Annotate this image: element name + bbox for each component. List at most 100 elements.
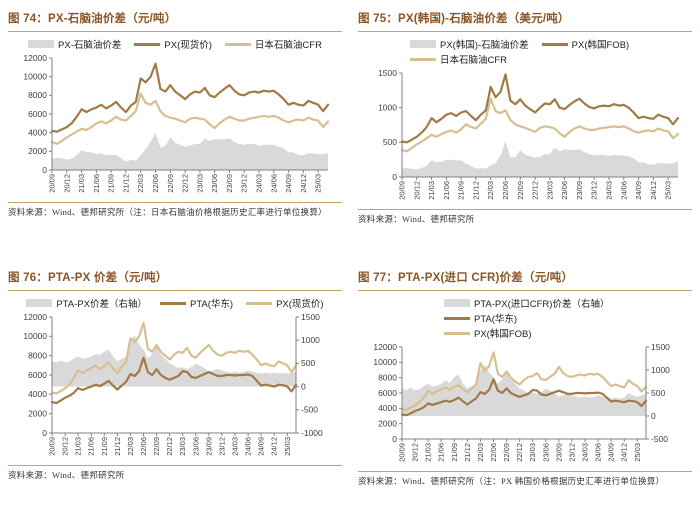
x-axis-tick-label: 21/09 [107,174,116,193]
left-axis-tick-label: 6000 [28,109,47,119]
left-axis-tick-label: 6000 [28,370,47,380]
chart-plot: 0 2000 4000 6000 8000 10000 12000 20/09 20/12 21/… [8,52,342,200]
line-swatch-icon [224,42,251,46]
left-axis-tick-label: 8000 [378,373,397,383]
x-axis-tick-label: 22/03 [486,181,495,200]
legend-label: PTA-PX(进口CFR)价差（右轴） [474,299,610,311]
x-axis-tick-label: 24/12 [620,443,629,462]
source-note: 资料来源：Wind、德邦研究所 [8,470,125,481]
x-axis-tick-label: 25/03 [633,443,642,462]
right-axis-tick-label: -500 [651,434,668,444]
legend-label: PX(韩国FOB) [571,40,630,51]
x-axis-tick-label: 24/09 [607,443,616,462]
title-rule [358,290,692,292]
left-axis-tick-label: 0 [392,434,397,444]
x-axis-tick-label: 22/03 [476,443,485,462]
x-axis-tick-label: 20/12 [61,437,70,456]
x-axis-tick-label: 21/03 [424,443,433,462]
x-axis-tick-label: 23/09 [225,174,234,193]
source-note: 资料来源：Wind、德邦研究所（注：PX 韩国价格根据历史汇率进行单位换算） [358,476,665,487]
area-swatch-icon [26,299,53,308]
legend-item: PX-石脑油价差 [28,37,121,51]
right-axis-tick-label: 0 [301,382,306,392]
x-axis-tick-label: 24/06 [619,181,628,200]
left-axis-tick-label: 8000 [28,90,47,100]
x-axis-tick-label: 20/12 [62,174,71,193]
source-note: 资料来源：Wind、德邦研究所 [358,214,475,224]
x-axis-tick-label: 24/09 [284,174,293,193]
x-axis-tick-label: 24/09 [634,181,643,200]
x-axis-tick-label: 22/06 [489,443,498,462]
legend-row: 日本石脑油CFR [410,52,692,66]
legend-item: PX(韩国FOB) [541,37,630,51]
x-axis-tick-label: 23/06 [541,443,550,462]
left-axis-tick-label: 4000 [28,389,47,399]
line-light-series [50,322,298,395]
legend-label: PTA(华东) [474,314,518,326]
chart-canvas: 0 2000 4000 6000 8000 10000 12000 -1000 -500 0 500… [23,312,323,456]
area-series [52,132,328,170]
x-axis-tick-label: 24/12 [649,181,658,200]
legend-label: PX(现货价) [276,299,324,311]
x-axis-tick-label: 22/06 [151,174,160,193]
x-axis-tick-label: 24/03 [255,174,264,193]
source-note: 资料来源：Wind、德邦研究所（注：日本石脑油价格根据历史汇率进行单位换算） [8,207,327,217]
x-axis-tick-label: 20/09 [398,443,407,462]
line-light-series [400,97,680,153]
line-light-series [50,92,330,145]
x-axis-tick-label: 20/09 [48,437,57,456]
x-axis-tick-label: 23/03 [528,443,537,462]
area-swatch-icon [410,40,436,48]
x-axis-tick-label: 22/06 [501,181,510,200]
legend-row: PTA-PX(进口CFR)价差（右轴） [444,296,692,310]
left-axis-tick-label: 8000 [28,351,47,361]
x-axis-tick-label: 24/09 [257,437,266,456]
x-axis-tick-label: 24/03 [581,443,590,462]
figure-title: 图 76：PTA-PX 价差（元/吨） [8,272,168,285]
right-axis-tick-label: 1000 [651,365,670,375]
legend-item: 日本石脑油CFR [410,52,507,66]
left-axis-tick-label: 0 [392,172,397,182]
legend-label: PX-石脑油价差 [58,40,122,51]
chart-plot: 0 2000 4000 6000 8000 10000 12000 -1000 -500 0 500… [8,311,342,463]
x-axis-tick-label: 23/06 [191,437,200,456]
x-axis-tick-label: 22/09 [516,181,525,200]
legend-item: 日本石脑油CFR [224,37,322,51]
x-axis-tick-label: 22/09 [152,437,161,456]
line-swatch-icon [444,316,470,320]
x-axis-tick-label: 22/12 [515,443,524,462]
x-axis-tick-label: 22/06 [139,437,148,456]
x-axis-tick-label: 24/03 [231,437,240,456]
left-axis-tick-label: 12000 [23,312,47,322]
legend-item: PTA-PX(进口CFR)价差（右轴） [444,296,609,310]
legend-label: PX(韩国)-石脑油价差 [440,40,529,51]
x-axis-tick-label: 20/09 [48,174,57,193]
line-swatch-icon [159,301,186,305]
x-axis-tick-label: 22/03 [136,174,145,193]
right-axis-tick-label: -500 [301,405,318,415]
x-axis-tick-label: 23/09 [575,181,584,200]
legend-item: PX(现货价) [134,37,212,51]
x-axis-tick-label: 24/06 [594,443,603,462]
left-axis-tick-label: 4000 [378,403,397,413]
x-axis-tick-label: 24/06 [244,437,253,456]
left-axis-tick-label: 1500 [378,68,397,78]
left-axis-tick-label: 10000 [23,72,47,82]
x-axis-tick-label: 21/12 [471,181,480,200]
legend-item: PX(现货价) [246,296,324,310]
legend-label: 日本石脑油CFR [440,55,508,66]
source-rule [8,202,342,203]
x-axis-tick-label: 23/03 [195,174,204,193]
left-axis-tick-label: 12000 [23,53,47,63]
source-rule [358,471,692,473]
right-axis-tick-label: 1500 [301,312,320,322]
left-axis-tick-label: 1000 [378,103,397,113]
area-series [52,335,296,387]
legend-label: PX(韩国FOB) [474,329,532,341]
legend-item: PX(韩国FOB) [444,326,532,340]
left-axis-tick-label: 10000 [373,357,397,367]
chart-canvas: 0 2000 4000 6000 8000 10000 12000 20/09 20/12 21/… [23,53,330,193]
area-series [402,140,678,177]
left-axis-tick-label: 500 [383,137,397,147]
x-axis-tick-label: 21/12 [463,443,472,462]
